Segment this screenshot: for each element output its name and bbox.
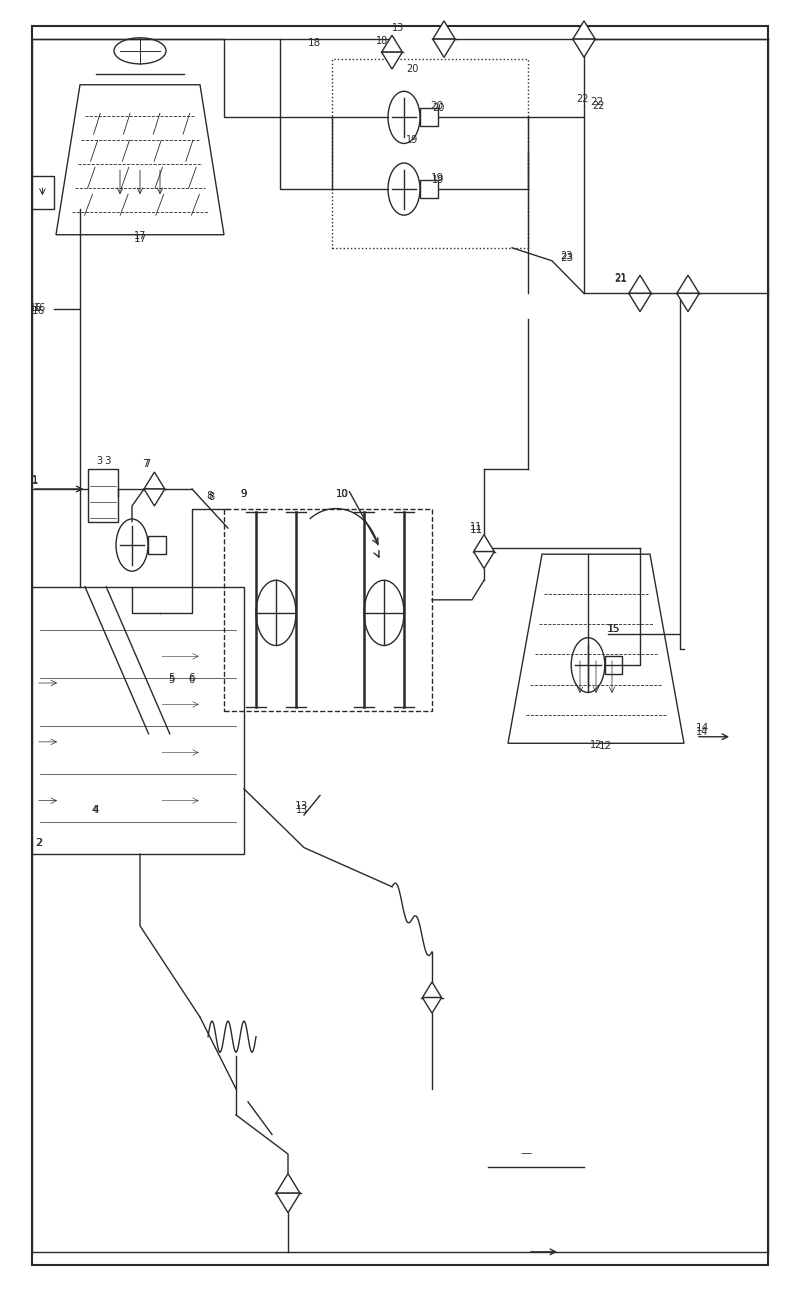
Text: 21: 21 xyxy=(614,273,626,283)
Text: 9: 9 xyxy=(240,489,246,499)
Text: 15: 15 xyxy=(608,623,620,634)
Polygon shape xyxy=(433,21,455,39)
Polygon shape xyxy=(474,552,494,569)
Text: 5: 5 xyxy=(168,674,174,685)
Text: 19: 19 xyxy=(406,136,418,146)
Text: 2: 2 xyxy=(35,837,42,848)
Bar xyxy=(32,587,244,854)
Text: 23: 23 xyxy=(560,250,572,261)
Text: 16: 16 xyxy=(32,305,46,316)
Text: 12: 12 xyxy=(598,741,612,751)
Text: 20: 20 xyxy=(430,100,443,111)
Polygon shape xyxy=(276,1174,300,1193)
Text: 20: 20 xyxy=(406,64,418,74)
Text: 23: 23 xyxy=(560,253,574,263)
Text: 2: 2 xyxy=(36,837,42,848)
Text: 13: 13 xyxy=(392,22,404,33)
Polygon shape xyxy=(144,489,165,506)
Text: 21: 21 xyxy=(614,274,628,284)
Text: 8: 8 xyxy=(206,490,213,501)
Text: 16: 16 xyxy=(34,303,46,313)
Text: 17: 17 xyxy=(134,233,146,244)
Text: 3: 3 xyxy=(96,455,102,466)
Text: 12: 12 xyxy=(590,739,602,750)
Text: —: — xyxy=(520,1148,531,1158)
Bar xyxy=(420,108,438,126)
Polygon shape xyxy=(629,275,651,293)
Bar xyxy=(88,469,118,522)
Polygon shape xyxy=(382,52,402,69)
Text: 16: 16 xyxy=(30,303,42,313)
Text: 19: 19 xyxy=(430,172,444,183)
Text: 20: 20 xyxy=(432,103,444,113)
Text: 14: 14 xyxy=(696,726,708,737)
Polygon shape xyxy=(573,21,595,39)
Text: 18: 18 xyxy=(376,35,388,46)
Text: 11: 11 xyxy=(470,522,482,532)
Text: 10: 10 xyxy=(336,489,348,499)
Text: 13: 13 xyxy=(296,805,308,815)
Text: 15: 15 xyxy=(606,623,620,634)
Polygon shape xyxy=(433,39,455,57)
Text: 9: 9 xyxy=(240,489,246,499)
Bar xyxy=(605,656,622,674)
Bar xyxy=(224,509,432,711)
Text: 5: 5 xyxy=(168,673,174,683)
Text: 13: 13 xyxy=(294,801,308,811)
Bar xyxy=(32,176,54,209)
Text: 10: 10 xyxy=(336,489,349,499)
Text: 22: 22 xyxy=(576,94,589,104)
Text: 18: 18 xyxy=(308,38,322,48)
Text: 14: 14 xyxy=(696,722,710,733)
Bar xyxy=(420,180,438,198)
Text: 19: 19 xyxy=(432,175,444,185)
Polygon shape xyxy=(422,998,442,1013)
Text: 4: 4 xyxy=(92,805,98,815)
Bar xyxy=(332,59,528,248)
Text: 11: 11 xyxy=(470,524,483,535)
Text: 8: 8 xyxy=(208,492,214,502)
Polygon shape xyxy=(573,39,595,57)
Text: 3: 3 xyxy=(104,455,110,466)
Polygon shape xyxy=(422,982,442,998)
Polygon shape xyxy=(677,275,699,293)
Polygon shape xyxy=(629,293,651,312)
Text: 6: 6 xyxy=(188,673,194,683)
Text: 17: 17 xyxy=(134,231,146,241)
Bar xyxy=(148,536,166,554)
Polygon shape xyxy=(677,293,699,312)
Text: 6: 6 xyxy=(188,674,194,685)
Text: 22: 22 xyxy=(590,96,604,107)
Text: 7: 7 xyxy=(144,459,150,469)
Text: 7: 7 xyxy=(142,459,149,469)
Polygon shape xyxy=(382,35,402,52)
Text: 1: 1 xyxy=(32,475,38,485)
Text: 4: 4 xyxy=(92,805,98,815)
Polygon shape xyxy=(276,1193,300,1213)
Text: 22: 22 xyxy=(592,100,605,111)
Text: 1: 1 xyxy=(32,476,38,486)
Polygon shape xyxy=(474,535,494,552)
Polygon shape xyxy=(144,472,165,489)
